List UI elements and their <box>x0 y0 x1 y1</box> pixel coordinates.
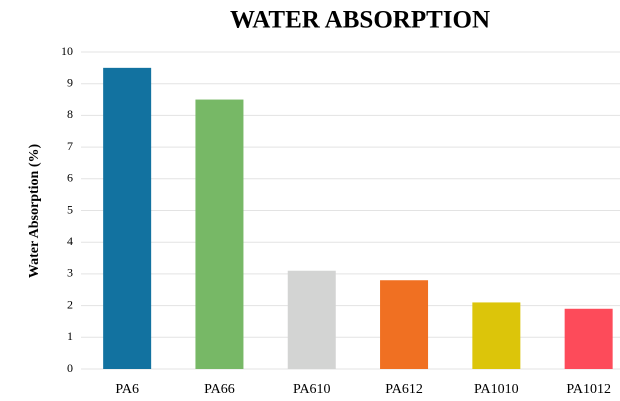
y-tick-label: 10 <box>61 44 73 58</box>
y-tick-label: 4 <box>67 234 73 248</box>
bar <box>103 67 152 369</box>
y-tick-label: 0 <box>67 361 73 375</box>
bar <box>564 308 613 369</box>
bar <box>472 302 521 369</box>
bar <box>380 280 429 369</box>
y-tick-label: 6 <box>67 171 73 185</box>
x-tick-label: PA1012 <box>566 382 611 397</box>
y-tick-label: 5 <box>67 202 73 216</box>
y-axis-label: Water Absorption (%) <box>27 144 42 279</box>
y-tick-label: 7 <box>67 139 73 153</box>
bar <box>287 270 336 369</box>
y-tick-label: 9 <box>67 75 73 89</box>
x-tick-label: PA6 <box>115 382 139 397</box>
x-tick-label: PA1010 <box>474 382 519 397</box>
y-tick-label: 8 <box>67 107 73 121</box>
bar <box>195 99 244 370</box>
y-tick-label: 1 <box>67 329 73 343</box>
y-tick-label: 3 <box>67 266 73 280</box>
chart-title: WATER ABSORPTION <box>230 7 490 34</box>
y-tick-label: 2 <box>67 297 73 311</box>
x-tick-label: PA66 <box>204 382 235 397</box>
x-tick-label: PA610 <box>293 382 331 397</box>
x-tick-label: PA612 <box>385 382 423 397</box>
